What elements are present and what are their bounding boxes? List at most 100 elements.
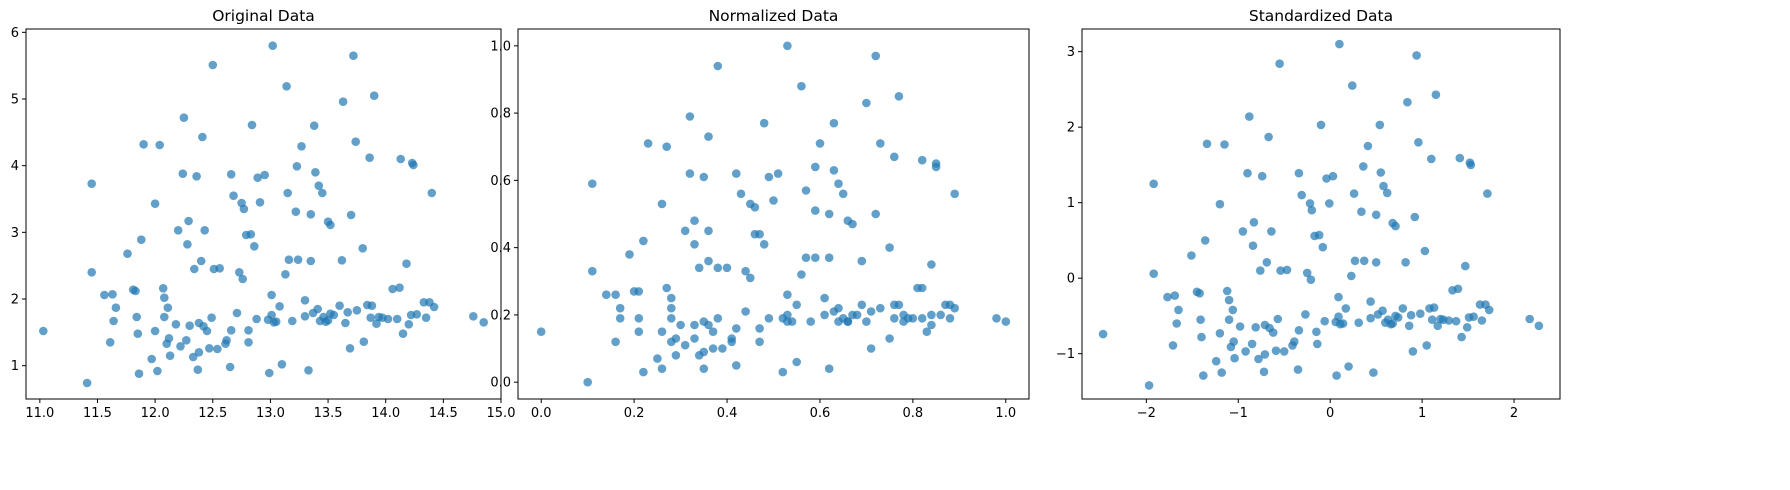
scatter-point [1416,309,1425,319]
scatter-point [277,360,287,369]
scatter-point [318,188,327,198]
scatter-point [1273,314,1283,324]
scatter-point [1359,162,1368,171]
scatter-point [885,334,894,343]
scatter-point [1466,160,1476,170]
scatter-point [755,337,764,347]
scatter-point [838,189,848,199]
scatter-point [323,316,333,325]
scatter-point [372,319,381,329]
scatter-point [300,296,310,305]
scatter-point [147,354,156,364]
scatter-point [284,255,294,264]
subplot-standardized-data: Standardized Data −2 −1 0 1 2 −1 0 1 2 3 [1056,7,1561,421]
scatter-point [1332,371,1341,380]
scatter-point [134,369,144,379]
scatter-point [759,240,769,249]
scatter-point [820,293,829,303]
scatter-point [657,199,667,209]
scatter-point [1254,354,1263,364]
scatter-point [1199,371,1208,380]
scatter-point [365,153,374,162]
scatter-point [1406,310,1416,320]
scatter-point [1341,304,1351,313]
scatter-point [1414,138,1423,147]
scatter-point [1279,347,1289,356]
scatter-point [1314,230,1324,240]
scatter-point [226,326,236,335]
scatter-point [123,249,132,258]
scatter-point [657,364,667,374]
scatter-point [1241,347,1250,356]
x-tick-label: 0.0 [531,406,552,421]
scatter-point [1195,289,1204,298]
x-tick-label: 14.5 [429,406,458,421]
scatter-point [1320,316,1329,326]
scatter-point [685,112,695,121]
scatter-point [639,367,648,377]
y-tick-label: 1.0 [490,39,511,54]
scatter-point [179,113,189,122]
scatter-point [1462,323,1472,332]
scatter-point [1349,189,1359,198]
scatter-point [755,324,764,333]
scatter-point [685,169,695,178]
scatter-point [306,256,316,266]
scatter-point [708,327,718,337]
scatter-point [232,308,242,318]
scatter-point [304,366,313,375]
scatter-point [722,263,732,273]
scatter-point [196,256,206,266]
scatter-point [1350,256,1360,266]
scatter-point [1453,284,1463,294]
scatter-point [820,310,829,320]
scatter-point [690,216,699,225]
scatter-point [927,260,936,269]
scatter-point [1404,321,1414,331]
scatter-point [1408,347,1418,356]
y-tick-label: 0.8 [490,107,511,122]
scatter-point [885,243,894,252]
subplot-title: Original Data [212,7,315,25]
scatter-point [164,334,174,343]
scatter-point [366,313,376,323]
scatter-point [383,314,393,324]
scatter-point [690,240,699,249]
scatter-point [1172,319,1181,328]
scatter-point [741,266,750,276]
x-axis-ticks: −2 −1 0 1 2 [1137,399,1518,421]
scatter-point [1098,329,1108,339]
scatter-point [267,290,276,300]
scatter-point [1455,153,1465,163]
scatter-point [931,162,941,172]
scatter-point [694,263,704,273]
scatter-point [291,207,301,216]
scatter-point [1388,319,1397,328]
scatter-point [150,199,160,208]
y-tick-label: 0.0 [490,376,511,391]
scatter-point [281,270,290,279]
x-tick-label: 1.0 [995,406,1016,421]
scatter-point [690,334,699,343]
scatter-point [1174,305,1183,315]
scatter-point [260,170,270,180]
scatter-point [680,226,690,236]
x-axis-ticks: 0.0 0.2 0.4 0.6 0.8 1.0 [531,399,1016,421]
scatter-point [1238,227,1248,236]
scatter-point [843,317,853,326]
x-tick-label: 12.0 [141,406,170,421]
scatter-point [1294,326,1304,335]
scatter-point [1376,168,1386,177]
scatter-point [388,284,397,294]
scatter-point [1282,265,1292,275]
scatter-point [1410,212,1420,222]
scatter-point [1215,199,1225,209]
scatter-point [1344,362,1353,371]
scatter-point [238,274,247,284]
scatter-point [1001,317,1011,326]
scatter-point [200,226,209,235]
scatter-point [283,188,293,198]
scatter-point [255,198,265,207]
scatter-point [1363,141,1373,151]
